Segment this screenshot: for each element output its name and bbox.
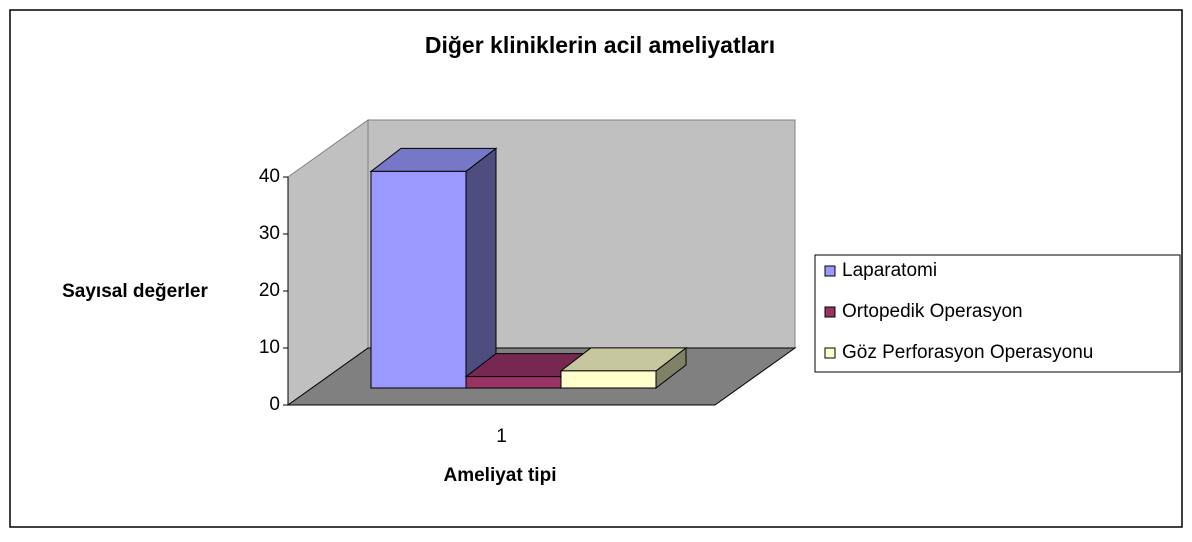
y-tick-label: 30 — [259, 223, 280, 244]
legend-label: Laparatomi — [842, 260, 937, 281]
y-tick-label: 40 — [259, 166, 280, 187]
bar-front — [465, 376, 562, 389]
legend-swatch — [824, 347, 836, 359]
legend — [814, 254, 1181, 373]
legend-swatch — [824, 306, 836, 318]
y-axis-label: Sayısal değerler — [62, 281, 208, 302]
bar — [369, 147, 498, 390]
legend-swatch — [824, 265, 836, 277]
bar — [559, 346, 688, 390]
x-tick-label: 1 — [496, 426, 507, 447]
legend-label: Ortopedik Operasyon — [842, 301, 1023, 322]
y-tick-label: 20 — [259, 280, 280, 301]
bar-front — [370, 170, 467, 389]
bar-side — [465, 147, 497, 390]
chart-title: Diğer kliniklerin acil ameliyatları — [425, 32, 775, 58]
bar-front — [560, 370, 657, 389]
y-tick-label: 0 — [269, 394, 280, 415]
y-tick-label: 10 — [259, 337, 280, 358]
legend-label: Göz Perforasyon Operasyonu — [842, 342, 1093, 363]
x-axis-label: Ameliyat tipi — [444, 465, 557, 486]
